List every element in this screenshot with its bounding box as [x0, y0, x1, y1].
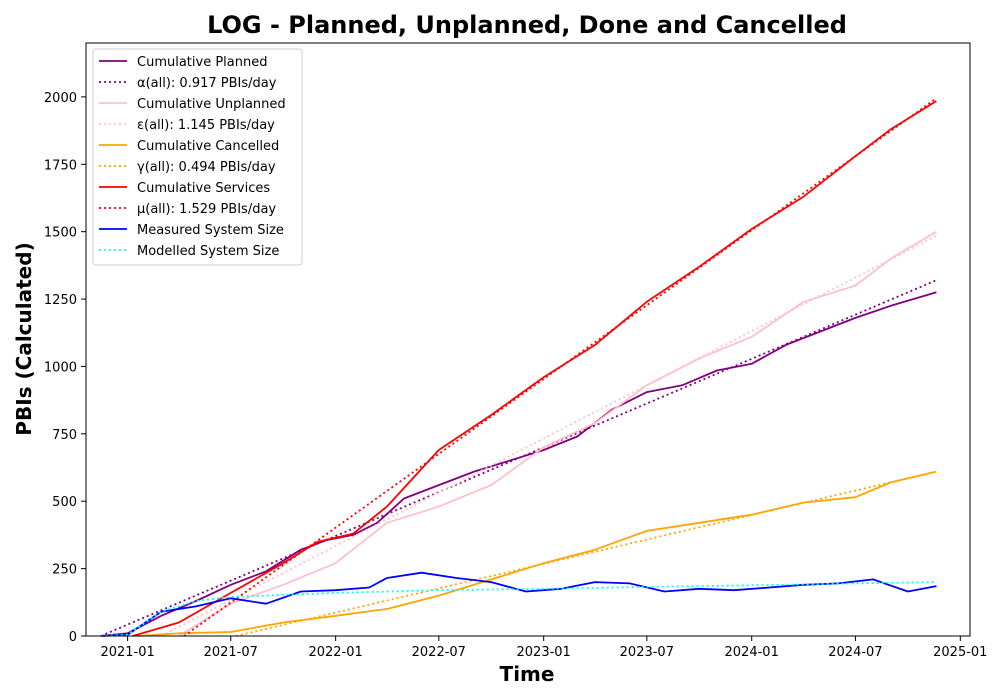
x-tick-label: 2021-07 — [204, 645, 258, 660]
legend-entry: Cumulative Planned — [137, 55, 267, 70]
plot-frame — [85, 42, 971, 637]
series-line-7 — [183, 97, 937, 637]
legend-entry: μ(all): 1.529 PBIs/day — [137, 202, 276, 217]
legend-entry: Modelled System Size — [137, 244, 279, 259]
legend-entry: γ(all): 0.494 PBIs/day — [137, 160, 276, 175]
x-axis-ticks: 2021-01 2021-07 2022-01 2022-07 2023-01 2023-… — [100, 636, 987, 660]
legend: Cumulative Planned α(all): 0.917 PBIs/day… — [92, 48, 303, 266]
legend-entry: Cumulative Cancelled — [137, 139, 279, 154]
x-tick-label: 2024-07 — [828, 645, 882, 660]
x-axis-label: Time — [500, 662, 555, 686]
x-tick-label: 2021-01 — [100, 645, 154, 660]
y-tick-label: 750 — [52, 428, 77, 443]
series-line-1 — [100, 279, 937, 637]
series-line-9 — [100, 581, 937, 637]
plot-area — [100, 97, 937, 637]
legend-box — [92, 48, 303, 266]
y-tick-label: 500 — [52, 495, 77, 510]
x-tick-label: 2024-01 — [725, 645, 779, 660]
y-tick-label: 1000 — [44, 360, 77, 375]
legend-entry: Cumulative Services — [137, 181, 270, 196]
legend-entry: Cumulative Unplanned — [137, 97, 286, 112]
y-axis-ticks: 0 250 500 750 1000 1250 1500 1750 2000 — [44, 91, 86, 645]
series-line-2 — [178, 230, 937, 637]
legend-entry: α(all): 0.917 PBIs/day — [137, 76, 277, 91]
y-tick-label: 2000 — [44, 91, 77, 106]
chart-title: LOG - Planned, Unplanned, Done and Cance… — [207, 11, 847, 39]
y-tick-label: 1500 — [44, 226, 77, 241]
series-line-6 — [132, 100, 937, 637]
x-tick-label: 2022-01 — [308, 645, 362, 660]
x-tick-label: 2023-01 — [517, 645, 571, 660]
y-tick-label: 0 — [69, 630, 77, 645]
y-tick-label: 1750 — [44, 158, 77, 173]
legend-entry: Measured System Size — [137, 223, 284, 238]
y-tick-label: 1250 — [44, 293, 77, 308]
x-tick-label: 2023-07 — [620, 645, 674, 660]
legend-entry: ε(all): 1.145 PBIs/day — [137, 118, 275, 133]
series-line-4 — [138, 470, 937, 637]
y-tick-label: 250 — [52, 563, 77, 578]
series-line-5 — [235, 470, 937, 637]
series-line-3 — [160, 234, 937, 637]
x-tick-label: 2022-07 — [412, 645, 466, 660]
y-axis-label: PBIs (Calculated) — [12, 242, 36, 435]
x-tick-label: 2025-01 — [933, 645, 987, 660]
